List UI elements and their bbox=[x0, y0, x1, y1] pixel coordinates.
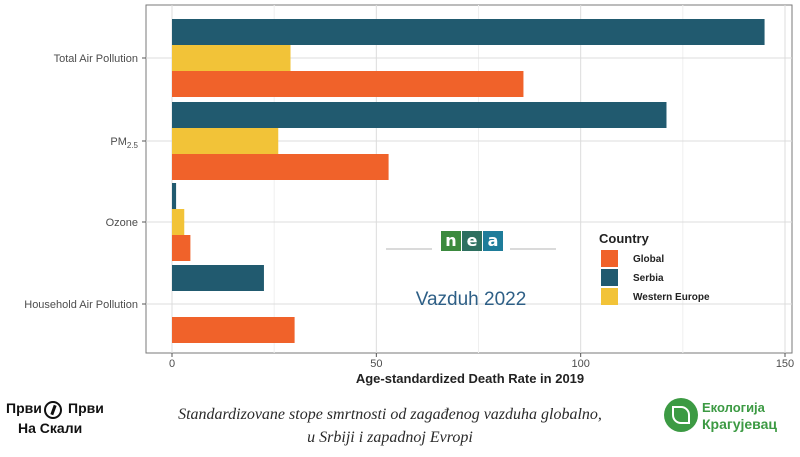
logo-letter-a: a bbox=[488, 231, 499, 250]
legend-swatch-western-europe bbox=[601, 288, 618, 305]
overlay-subtitle: Vazduh 2022 bbox=[416, 289, 527, 310]
bar-total-air-pollution-serbia bbox=[172, 19, 765, 45]
brand-left-word-2: Први bbox=[68, 400, 104, 416]
logo-box-n bbox=[441, 231, 461, 251]
figure-caption: Standardizovane stope smrtnosti od zagađ… bbox=[110, 403, 670, 449]
ekologija-kragujevac-logo: Екологија Крагујевац bbox=[664, 394, 796, 442]
leaf-icon bbox=[664, 398, 698, 432]
logo-letter-n: n bbox=[445, 231, 456, 250]
bar-household-air-pollution-serbia bbox=[172, 265, 264, 291]
prvi-na-skali-logo: Први Први На Скали bbox=[6, 398, 106, 442]
bar-pm-global bbox=[172, 154, 389, 180]
brand-left-word-3: На Скали bbox=[18, 420, 83, 436]
caption-line-1: Standardizovane stope smrtnosti od zagađ… bbox=[178, 406, 602, 423]
legend-label-western-europe: Western Europe bbox=[633, 292, 710, 303]
bar-pm-serbia bbox=[172, 102, 667, 128]
x-tick-label-50: 50 bbox=[370, 358, 382, 370]
bar-pm-western-europe bbox=[172, 128, 279, 154]
bar-ozone-serbia bbox=[172, 183, 177, 209]
bars bbox=[172, 19, 765, 343]
legend: Country Global Serbia Western Europe bbox=[599, 231, 710, 305]
caption-line-2: u Srbiji i zapadnoj Evropi bbox=[307, 429, 473, 446]
x-tick-label-150: 150 bbox=[776, 358, 794, 370]
bar-ozone-global bbox=[172, 235, 191, 261]
x-axis-ticks: 0 50 100 150 bbox=[169, 353, 794, 370]
logo-letter-e: e bbox=[467, 231, 478, 250]
brand-right-line-1: Екологија bbox=[702, 400, 765, 415]
bar-household-air-pollution-global bbox=[172, 317, 295, 343]
brand-left-word-1: Први bbox=[6, 400, 42, 416]
y-tick-label-ozone: Ozone bbox=[106, 217, 138, 229]
x-axis-label: Age-standardized Death Rate in 2019 bbox=[356, 371, 584, 386]
legend-swatch-global bbox=[601, 250, 618, 267]
brand-right-line-2: Крагујевац bbox=[702, 416, 777, 432]
legend-label-global: Global bbox=[633, 254, 664, 265]
bar-ozone-western-europe bbox=[172, 209, 185, 235]
x-tick-label-0: 0 bbox=[169, 358, 175, 370]
bar-total-air-pollution-western-europe bbox=[172, 45, 291, 71]
death-rate-chart: 0 50 100 150 Total Air Pollution PM2.5 Ozone H… bbox=[24, 4, 794, 386]
y-tick-label-pm: PM2.5 bbox=[110, 136, 138, 150]
y-axis-categories: Total Air Pollution PM2.5 Ozone Household A… bbox=[24, 53, 146, 311]
y-tick-label-total-air-pollution: Total Air Pollution bbox=[54, 53, 138, 65]
y-tick-label-household-air-pollution: Household Air Pollution bbox=[24, 299, 138, 311]
legend-swatch-serbia bbox=[601, 269, 618, 286]
bar-total-air-pollution-global bbox=[172, 71, 524, 97]
legend-label-serbia: Serbia bbox=[633, 273, 664, 284]
x-tick-label-100: 100 bbox=[571, 358, 589, 370]
logo-box-e bbox=[462, 231, 482, 251]
record-disc-icon bbox=[44, 401, 62, 419]
legend-title: Country bbox=[599, 231, 650, 246]
logo-box-a bbox=[483, 231, 503, 251]
